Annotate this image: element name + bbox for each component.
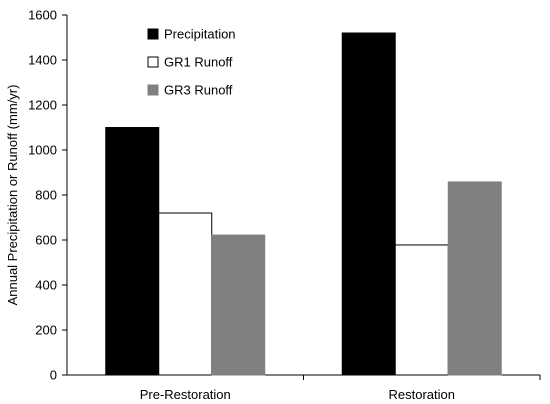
y-tick-label: 1400: [28, 53, 57, 68]
plot-area: 0 200 400 600 800 1000 1200 1400 1600 Pre-Restora…: [28, 8, 541, 402]
bar-gr1-runoff-restoration: [394, 244, 449, 376]
bar-gr1-runoff-pre-restoration: [158, 212, 213, 376]
legend-swatch: [147, 84, 159, 96]
y-tick-label: 400: [35, 278, 57, 293]
x-tick-label: Restoration: [389, 387, 455, 402]
legend-swatch: [147, 28, 159, 40]
y-tick-label: 0: [50, 368, 57, 383]
legend-swatch: [147, 56, 159, 68]
legend: Precipitation GR1 Runoff GR3 Runoff: [147, 27, 236, 98]
bar-precipitation-restoration: [341, 32, 396, 376]
legend-label: GR3 Runoff: [164, 83, 233, 98]
bar-precipitation-pre-restoration: [105, 127, 160, 376]
x-tick-label: Pre-Restoration: [140, 387, 231, 402]
legend-label: Precipitation: [164, 27, 236, 42]
bar-gr3-runoff-restoration: [447, 181, 502, 376]
legend-label: GR1 Runoff: [164, 55, 233, 70]
y-tick-label: 1000: [28, 143, 57, 158]
y-axis-label: Annual Precipitation or Runoff (mm/yr): [5, 85, 20, 306]
y-tick-label: 600: [35, 233, 57, 248]
y-tick-label: 200: [35, 323, 57, 338]
bar-gr3-runoff-pre-restoration: [211, 234, 266, 376]
y-tick-label: 1200: [28, 98, 57, 113]
y-tick-label: 800: [35, 188, 57, 203]
y-tick-label: 1600: [28, 8, 57, 23]
